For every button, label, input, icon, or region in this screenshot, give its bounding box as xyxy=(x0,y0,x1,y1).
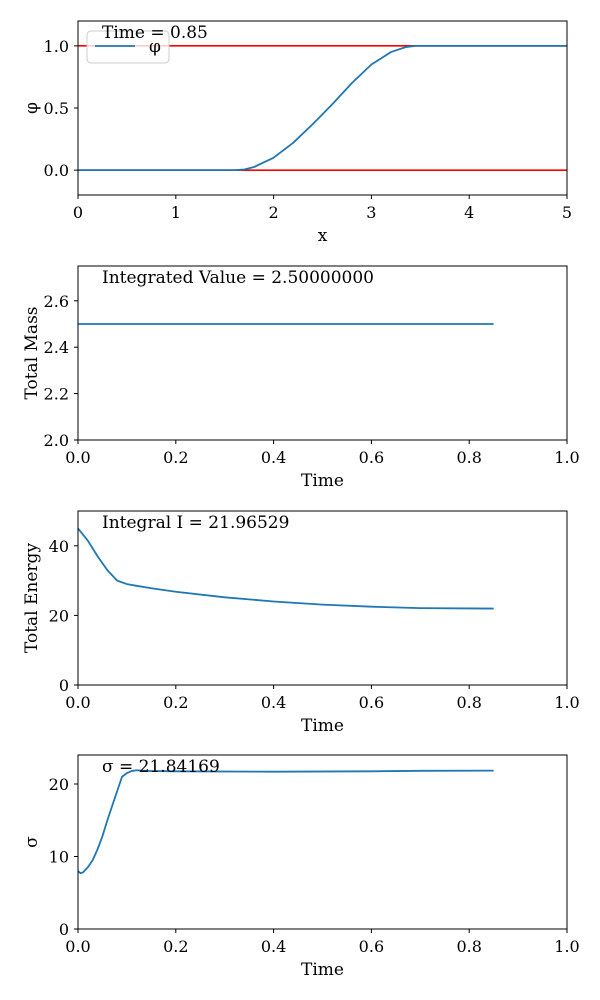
sigma-xtick-label: 0.2 xyxy=(163,937,188,956)
phi-ytick-label: 1.0 xyxy=(44,37,69,56)
mass-plot: 0.0 0.2 0.4 0.6 0.8 1.0 2.0 2.2 2.4 2.6 Time Total … xyxy=(22,265,580,491)
sigma-xtick-label: 0.6 xyxy=(359,937,384,956)
sigma-annotation: σ = 21.84169 xyxy=(102,757,220,777)
phi-xtick-label: 4 xyxy=(464,203,474,222)
sigma-axes-frame xyxy=(77,754,568,930)
phi-xtick-label: 3 xyxy=(366,203,376,222)
phi-xtick-label: 1 xyxy=(171,203,181,222)
energy-xtick-label: 0.4 xyxy=(261,693,286,712)
mass-xtick-label: 0.4 xyxy=(261,448,286,467)
sigma-ytick-label: 0 xyxy=(59,920,69,939)
energy-annotation: Integral I = 21.96529 xyxy=(102,513,289,533)
sigma-ytick-label: 10 xyxy=(49,848,69,867)
energy-ylabel: Total Energy xyxy=(22,543,42,653)
sigma-xtick-label: 0.4 xyxy=(261,937,286,956)
energy-series-line-0 xyxy=(77,527,494,610)
phi-series-line-0 xyxy=(78,44,567,172)
energy-ytick-label: 40 xyxy=(49,537,69,556)
sigma-series-line-0 xyxy=(77,769,494,875)
mass-xtick-label: 0.0 xyxy=(65,448,90,467)
mass-axes-frame xyxy=(77,265,568,441)
mass-ytick-label: 2.2 xyxy=(44,385,69,404)
energy-xtick-label: 0.8 xyxy=(456,693,481,712)
energy-axes-frame xyxy=(77,510,568,686)
mass-ytick-label: 2.6 xyxy=(44,292,69,311)
sigma-xtick-label: 1.0 xyxy=(554,937,579,956)
energy-xlabel: Time xyxy=(301,716,344,736)
mass-ytick-label: 2.0 xyxy=(44,431,69,450)
sigma-xtick-label: 0.8 xyxy=(456,937,481,956)
mass-xtick-label: 0.2 xyxy=(163,448,188,467)
sigma-ylabel: σ xyxy=(22,836,42,848)
sigma-plot: 0.0 0.2 0.4 0.6 0.8 1.0 0 10 20 Time σ σ = 21.84169 xyxy=(22,754,580,980)
mass-ylabel: Total Mass xyxy=(22,306,42,399)
sigma-xlabel: Time xyxy=(301,960,344,980)
phi-legend: φ xyxy=(86,30,170,64)
mass-xtick-label: 0.6 xyxy=(359,448,384,467)
phi-legend-box xyxy=(86,30,170,64)
sigma-ytick-label: 20 xyxy=(49,775,69,794)
energy-xtick-label: 0.6 xyxy=(359,693,384,712)
energy-xtick-label: 1.0 xyxy=(554,693,579,712)
mass-annotation: Integrated Value = 2.50000000 xyxy=(102,268,374,288)
mass-ytick-label: 2.4 xyxy=(44,338,69,357)
mass-xtick-label: 1.0 xyxy=(554,448,579,467)
energy-xtick-label: 0.0 xyxy=(65,693,90,712)
energy-xtick-label: 0.2 xyxy=(163,693,188,712)
mass-xtick-label: 0.8 xyxy=(456,448,481,467)
phi-xlabel: x xyxy=(318,226,328,246)
energy-ytick-label: 0 xyxy=(59,676,69,695)
energy-plot: 0.0 0.2 0.4 0.6 0.8 1.0 0 20 40 Time Total Energy I… xyxy=(22,510,580,736)
sigma-xtick-label: 0.0 xyxy=(65,937,90,956)
phi-xtick-label: 2 xyxy=(269,203,279,222)
phi-xtick-label: 5 xyxy=(562,203,572,222)
phi-ylabel: φ xyxy=(22,102,42,114)
energy-ytick-label: 20 xyxy=(49,606,69,625)
mass-xlabel: Time xyxy=(301,471,344,491)
phi-ytick-label: 0.0 xyxy=(44,161,69,180)
phi-annotation: Time = 0.85 xyxy=(102,23,208,43)
phi-legend-label: φ xyxy=(149,37,161,57)
phi-xtick-label: 0 xyxy=(73,203,83,222)
phi-ytick-label: 0.5 xyxy=(44,99,69,118)
